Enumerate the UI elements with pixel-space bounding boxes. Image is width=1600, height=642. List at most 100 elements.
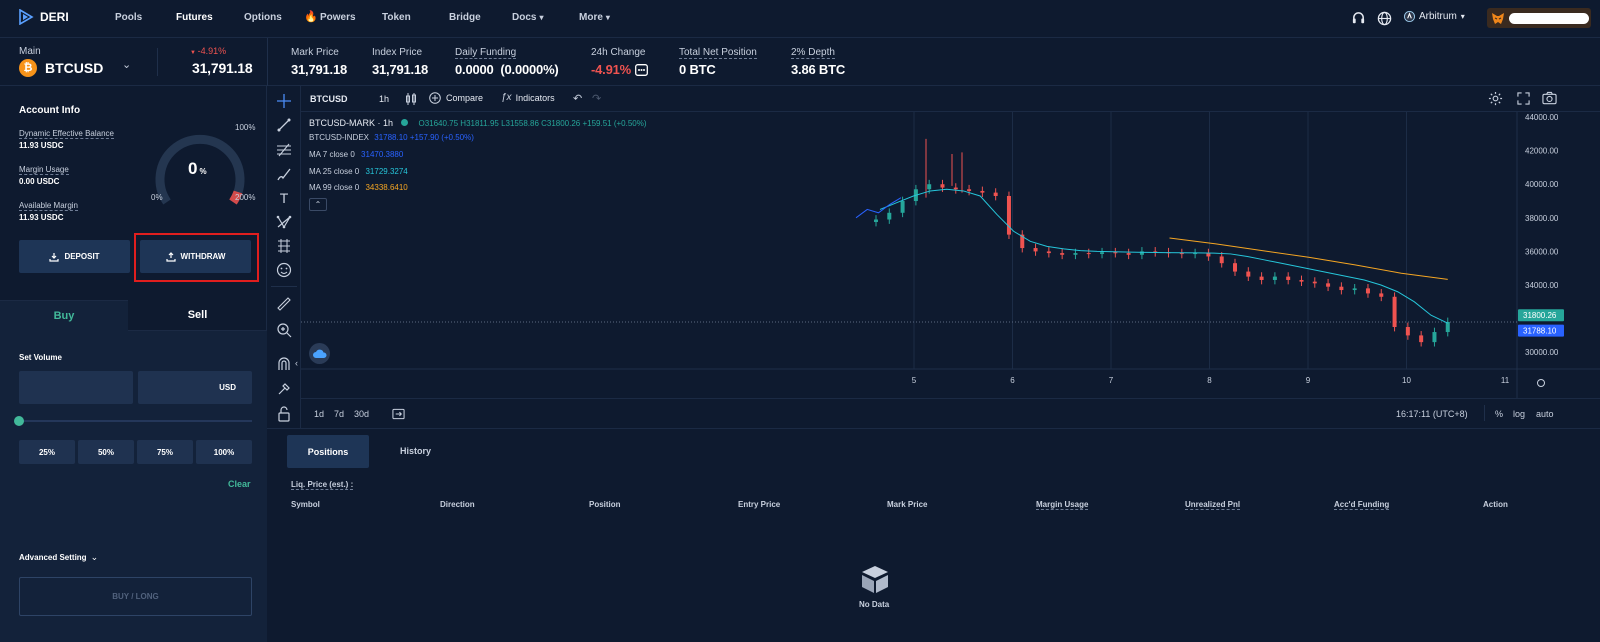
symbol-dropdown-chevron-icon[interactable]: ⌄ [122, 59, 132, 71]
range-7d[interactable]: 7d [334, 409, 345, 419]
buy-long-label: BUY / LONG [112, 592, 159, 601]
undo-icon[interactable]: ↶ [573, 93, 583, 105]
compare-button[interactable]: Compare [429, 92, 483, 104]
tab-sell[interactable]: Sell [128, 300, 267, 331]
buy-long-button[interactable]: BUY / LONG [19, 577, 252, 616]
nav-docs-label: Docs [512, 12, 537, 23]
lock-icon[interactable] [276, 406, 292, 422]
nav-futures[interactable]: Futures [176, 12, 213, 23]
globe-icon[interactable] [1377, 11, 1392, 26]
goto-date-icon[interactable] [392, 408, 405, 420]
unit-selector[interactable]: USD [138, 371, 252, 404]
stat-label[interactable]: Total Net Position [679, 47, 757, 59]
percent-75-button[interactable]: 75% [137, 440, 193, 464]
ruler-icon[interactable] [276, 296, 292, 312]
nav-powers[interactable]: Powers [320, 12, 356, 23]
volume-input[interactable] [19, 371, 133, 404]
chart-detail-icon[interactable] [635, 63, 648, 76]
price-chart[interactable]: 5 6 7 8 9 10 11 44000.00 42000.00 40000.00 38000.0… [301, 112, 1600, 398]
fib-tool-icon[interactable] [276, 142, 292, 158]
margin-usage-label[interactable]: Margin Usage [19, 165, 69, 175]
col-position: Position [589, 500, 621, 509]
collapse-legend-chevron-up-icon[interactable]: ⌃ [309, 198, 327, 211]
percent-50-button[interactable]: 50% [78, 440, 134, 464]
chart-canvas[interactable]: 5 6 7 8 9 10 11 44000.00 42000.00 40000.00 38000.0… [301, 112, 1600, 398]
candle-body [1392, 296, 1397, 328]
nav-docs[interactable]: Docs ▾ [512, 12, 543, 23]
text-tool-icon[interactable]: T [279, 190, 289, 206]
last-mark-price-label: 31800.26 [1523, 311, 1557, 320]
stat-label[interactable]: Daily Funding [455, 47, 517, 59]
volume-slider-track[interactable] [19, 420, 252, 422]
account-info-title: Account Info [19, 105, 81, 116]
range-1d[interactable]: 1d [314, 409, 325, 419]
nav-more[interactable]: More ▾ [579, 12, 610, 23]
stat-label[interactable]: 2% Depth [791, 47, 835, 59]
withdraw-button[interactable]: WITHDRAW [140, 240, 251, 273]
candle-body [900, 201, 905, 213]
col-action: Action [1483, 500, 1508, 509]
tab-history[interactable]: History [400, 446, 432, 456]
x-tick-label: 5 [912, 376, 917, 385]
lock-drawing-icon[interactable] [276, 381, 292, 397]
candle-type-icon[interactable] [405, 92, 417, 106]
ma99-line [1169, 237, 1448, 280]
balance-label[interactable]: Dynamic Effective Balance [19, 129, 115, 139]
candle-body [1179, 253, 1184, 255]
deposit-button[interactable]: DEPOSIT [19, 240, 130, 273]
col-accd-funding[interactable]: Acc'd Funding [1334, 500, 1390, 510]
fullscreen-icon[interactable] [1517, 92, 1530, 105]
available-margin-label[interactable]: Available Margin [19, 201, 78, 211]
tab-positions[interactable]: Positions [287, 435, 369, 468]
liq-price-label[interactable]: Liq. Price (est.) : [291, 480, 354, 490]
log-scale-toggle[interactable]: log [1513, 409, 1526, 419]
magnet-icon[interactable] [276, 356, 292, 372]
collapse-toolbar-icon[interactable]: ‹ [295, 358, 298, 368]
time-axis-settings-icon[interactable] [1537, 379, 1545, 387]
percent-100-button[interactable]: 100% [196, 440, 252, 464]
tab-buy[interactable]: Buy [0, 300, 128, 331]
col-mark-price: Mark Price [887, 500, 928, 509]
chart-interval[interactable]: 1h [379, 94, 390, 104]
nav-more-label: More [579, 12, 603, 23]
candle-body [967, 189, 972, 191]
camera-icon[interactable] [1542, 91, 1557, 105]
zoom-in-icon[interactable] [276, 322, 292, 338]
redo-icon[interactable]: ↷ [592, 93, 602, 105]
symbol-name[interactable]: BTCUSD [45, 60, 104, 76]
nav-token[interactable]: Token [382, 12, 411, 23]
chart-footer: 1d 7d 30d 16:17:11 (UTC+8) % log auto [301, 398, 1600, 428]
candle-body [874, 219, 878, 223]
advanced-setting-toggle[interactable]: Advanced Setting ⌄ [19, 552, 98, 563]
settings-gear-icon[interactable] [1488, 91, 1503, 106]
tradingview-logo[interactable] [309, 343, 330, 364]
nav-bridge[interactable]: Bridge [449, 12, 481, 23]
percent-scale-toggle[interactable]: % [1495, 409, 1504, 419]
nav-options[interactable]: Options [244, 12, 282, 23]
wallet-button[interactable] [1487, 8, 1591, 28]
auto-scale-toggle[interactable]: auto [1536, 409, 1554, 419]
headset-icon[interactable] [1351, 11, 1366, 26]
indicators-button[interactable]: ƒx Indicators [501, 92, 555, 103]
prediction-tool-icon[interactable] [276, 238, 292, 254]
range-30d[interactable]: 30d [354, 409, 370, 419]
legend-ma7-title: MA 7 close 0 [309, 150, 355, 159]
emoji-icon[interactable] [276, 262, 292, 278]
col-entry-price: Entry Price [738, 500, 781, 509]
percent-25-button[interactable]: 25% [19, 440, 75, 464]
chart-symbol[interactable]: BTCUSD [310, 94, 348, 104]
positions-panel: Positions History Liq. Price (est.) : Sy… [267, 428, 1600, 642]
y-tick-label: 42000.00 [1525, 147, 1559, 156]
percent-buttons: 25% 50% 75% 100% [19, 440, 252, 464]
volume-slider-handle[interactable] [14, 416, 24, 426]
crosshair-icon[interactable] [276, 93, 292, 109]
brush-icon[interactable] [276, 166, 292, 182]
deri-logo[interactable]: DERI [18, 9, 69, 25]
col-unrealized-pnl[interactable]: Unrealized Pnl [1185, 500, 1241, 510]
trend-line-icon[interactable] [276, 117, 292, 133]
network-selector[interactable]: Arbitrum ▾ [1404, 11, 1465, 22]
clear-button[interactable]: Clear [228, 479, 251, 489]
pattern-tool-icon[interactable] [276, 214, 292, 230]
nav-pools[interactable]: Pools [115, 12, 143, 23]
col-margin-usage[interactable]: Margin Usage [1036, 500, 1089, 510]
